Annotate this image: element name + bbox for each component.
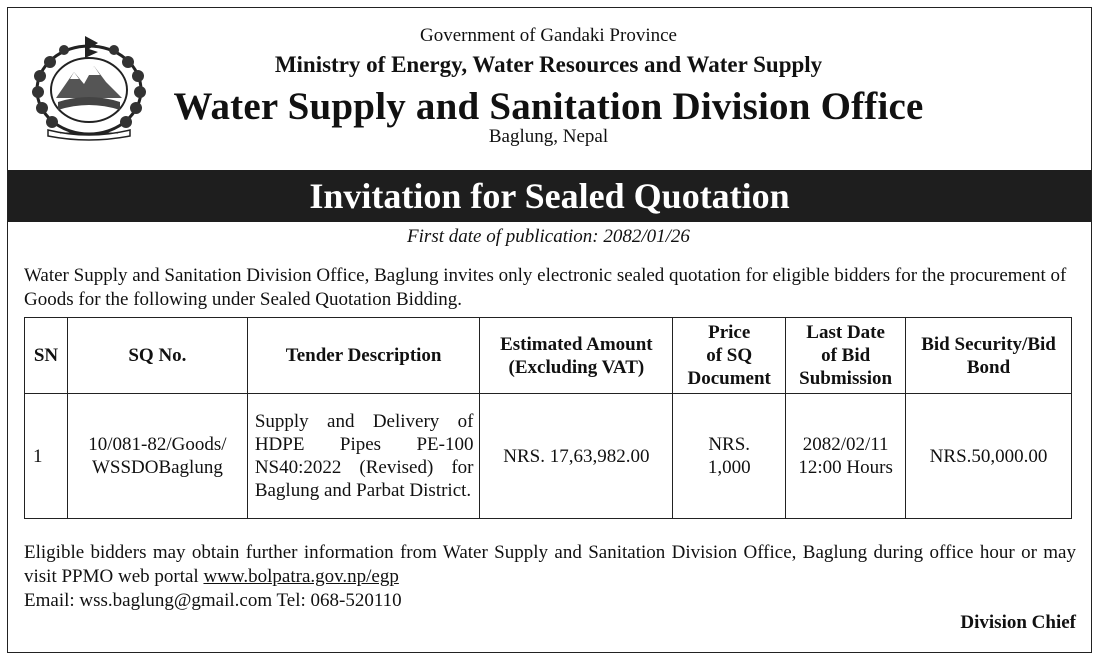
sq-no-line2: WSSDOBaglung [91, 457, 223, 478]
intro-paragraph: Water Supply and Sanitation Division Off… [24, 265, 1067, 310]
header-price: Price of SQ Document [672, 317, 787, 394]
header-sq-no: SQ No. [66, 317, 248, 394]
header-security-line2: Bond [966, 356, 1011, 378]
cell-description: Supply and Delivery of HDPE Pipes PE-100… [246, 393, 481, 519]
notice-frame [7, 7, 1092, 653]
notice-title: Invitation for Sealed Quotation [8, 170, 1091, 222]
header-last-date-line1: Last Date [806, 322, 885, 343]
cell-last-date: 2082/02/11 12:00 Hours [785, 393, 907, 519]
header-sn: SN [24, 317, 68, 394]
table-header-row: SN SQ No. Tender Description Estimated A… [24, 317, 1072, 394]
header-last-date: Last Date of Bid Submission [785, 317, 907, 394]
footer-info: Eligible bidders may obtain further info… [24, 541, 1076, 589]
header-price-line1: Price [708, 322, 751, 343]
nepal-emblem-icon [32, 36, 146, 141]
header-bid-security: Bid Security/Bid Bond [905, 317, 1072, 394]
publication-date: First date of publication: 2082/01/26 [407, 226, 690, 247]
header-price-line2: of SQ [706, 345, 753, 366]
cell-estimated-amount: NRS. 17,63,982.00 [479, 393, 674, 519]
header-last-date-line2: of Bid [821, 345, 871, 366]
price-line1: NRS. [708, 434, 751, 455]
header-security-line1: Bid Security/Bid [921, 333, 1056, 355]
header-amount-line2: (Excluding VAT) [508, 356, 645, 378]
price-line2: 1,000 [707, 457, 751, 478]
office-name: Water Supply and Sanitation Division Off… [173, 85, 924, 128]
contact-line: Email: wss.baglung@gmail.com Tel: 068-52… [24, 590, 402, 611]
table-row: 1 10/081-82/Goods/ WSSDOBaglung Supply a… [24, 393, 1072, 519]
sq-no-line1: 10/081-82/Goods/ [88, 434, 227, 455]
header-price-line3: Document [687, 368, 771, 389]
signatory: Division Chief [960, 612, 1076, 633]
footer-info-text: Eligible bidders may obtain further info… [24, 542, 1076, 587]
cell-sq-no: 10/081-82/Goods/ WSSDOBaglung [66, 393, 248, 519]
cell-sn: 1 [24, 393, 68, 519]
header-description: Tender Description [246, 317, 481, 394]
tender-table: SN SQ No. Tender Description Estimated A… [24, 317, 1072, 519]
header-amount-line1: Estimated Amount [500, 333, 653, 355]
portal-link[interactable]: www.bolpatra.gov.np/egp [203, 566, 399, 587]
cell-price: NRS. 1,000 [672, 393, 787, 519]
header-estimated-amount: Estimated Amount (Excluding VAT) [479, 317, 674, 394]
cell-bid-security: NRS.50,000.00 [905, 393, 1072, 519]
header-last-date-line3: Submission [799, 368, 893, 389]
office-location: Baglung, Nepal [488, 126, 609, 147]
government-name: Government of Gandaki Province [420, 25, 677, 46]
ministry-name: Ministry of Energy, Water Resources and … [274, 52, 823, 77]
last-date-line1: 2082/02/11 [802, 434, 889, 455]
last-date-line2: 12:00 Hours [798, 457, 893, 478]
